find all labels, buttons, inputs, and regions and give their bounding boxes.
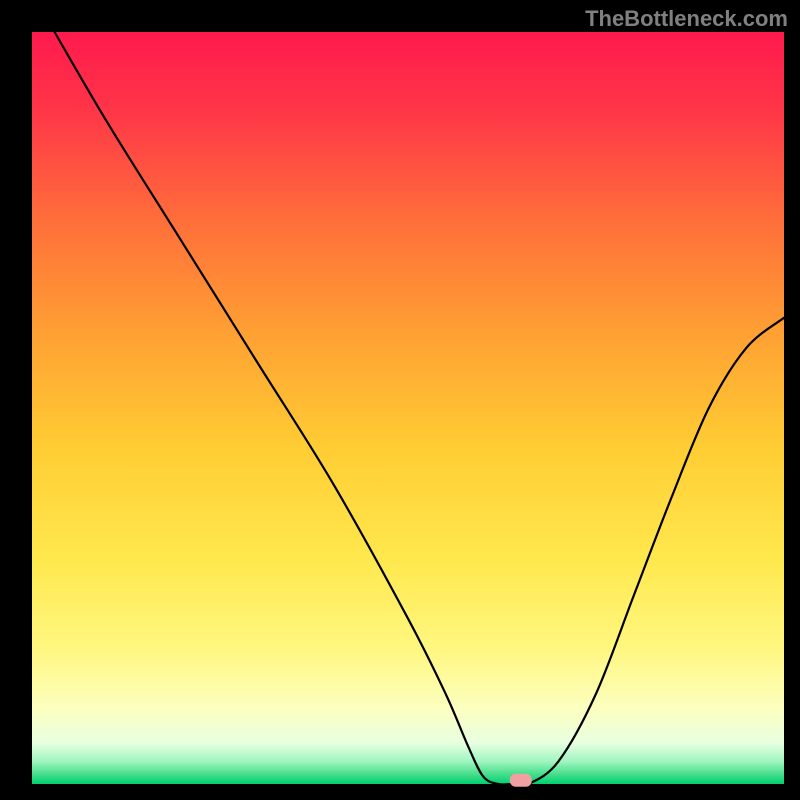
optimal-point-marker — [510, 774, 532, 787]
bottleneck-curve — [55, 32, 784, 786]
chart-overlay — [0, 0, 800, 800]
watermark-text: TheBottleneck.com — [585, 6, 788, 32]
